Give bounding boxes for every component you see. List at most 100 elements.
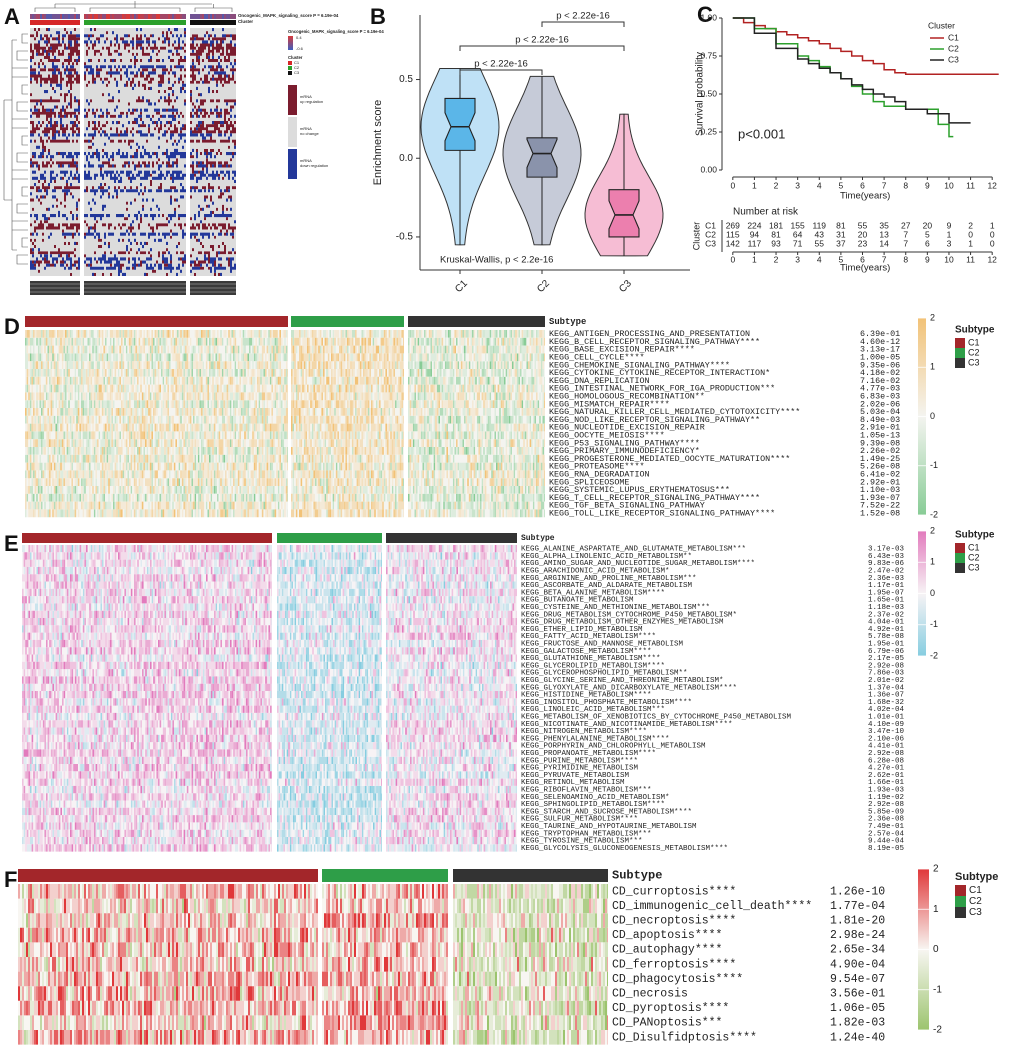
legend-title: Cluster [928, 20, 955, 30]
risk-x-tick-label: 5 [839, 254, 844, 264]
annotation-name: Subtype [549, 317, 586, 327]
row-p-value: 9.39e-08 [860, 438, 900, 448]
heatmap-cells [22, 545, 516, 852]
legend-swatch [955, 543, 965, 553]
row-label: KEGG_SELENOAMINO_ACID_METABOLISM* [521, 794, 670, 802]
row-label: KEGG_METABOLISM_OF_XENOBIOTICS_BY_CYTOCH… [521, 714, 792, 722]
risk-row-name: C2 [705, 229, 716, 239]
row-label: KEGG_PROPANOATE_METABOLISM**** [521, 750, 656, 758]
row-label: KEGG_CYSTEINE_AND_METHIONINE_METABOLISM*… [521, 604, 710, 612]
row-label: KEGG_GLYCEROPHOSPHOLIPID_METABOLISM** [521, 670, 688, 678]
x-tick-label: C1 [453, 278, 470, 295]
risk-count: 6 [925, 238, 930, 248]
survival-curve [732, 17, 954, 138]
legend-label: C1 [969, 885, 982, 896]
row-p-value: 5.85e-09 [868, 808, 904, 816]
risk-count: 20 [923, 220, 933, 230]
row-label: KEGG_FATTY_ACID_METABOLISM**** [521, 633, 656, 641]
row-label: KEGG_GLYCEROLIPID_METABOLISM**** [521, 662, 665, 670]
row-p-value: 5.03e-04 [860, 407, 900, 417]
y-tick-label: 0.00 [700, 164, 717, 174]
row-p-value: 2.92e-08 [868, 750, 904, 758]
row-p-value: 6.28e-08 [868, 757, 904, 765]
score-colorbar [288, 36, 293, 50]
x-tick-label: 1 [752, 180, 757, 190]
row-p-value: 1.06e-05 [830, 1002, 885, 1015]
risk-x-tick-label: 9 [925, 254, 930, 264]
legend-swatch [288, 66, 292, 70]
row-label: KEGG_GLYOXYLATE_AND_DICARBOXYLATE_METABO… [521, 684, 737, 692]
colorbar-tick-label: -1 [930, 619, 938, 629]
risk-count: 142 [726, 238, 740, 248]
risk-x-tick-label: 4 [817, 254, 822, 264]
x-tick-label: 10 [944, 180, 954, 190]
heatmap-cells [22, 545, 517, 852]
row-label: KEGG_NOD_LIKE_RECEPTOR_SIGNALING_PATHWAY… [549, 415, 760, 425]
x-tick-label: 12 [987, 180, 997, 190]
row-p-value: 1.82e-03 [830, 1017, 885, 1030]
row-label: KEGG_TRYPTOPHAN_METABOLISM*** [521, 830, 652, 838]
row-p-value: 1.49e-25 [860, 454, 900, 464]
row-label: KEGG_B_CELL_RECEPTOR_SIGNALING_PATHWAY**… [549, 337, 760, 347]
heatmap-cells [18, 884, 608, 1045]
row-label: KEGG_PROGESTERONE_MEDIATED_OOCYTE_MATURA… [549, 454, 790, 464]
risk-count: 1 [968, 238, 973, 248]
risk-count: 27 [901, 220, 911, 230]
row-p-value: 2.91e-01 [860, 423, 900, 433]
x-tick-label: 7 [882, 180, 887, 190]
row-p-value: 1.17e-01 [868, 582, 905, 590]
score-bar [84, 14, 180, 19]
panel-label: B [370, 4, 386, 29]
subtype-bar [291, 316, 404, 327]
score-bar [32, 14, 230, 19]
annotation-title: Oncogenic_MAPK_signaling_score P = 6.19e… [238, 13, 339, 18]
row-p-value: 1.05e-13 [860, 431, 900, 441]
row-label: KEGG_HOMOLOGOUS_RECOMBINATION** [549, 392, 705, 402]
row-label: KEGG_BASE_EXCISION_REPAIR**** [549, 345, 695, 355]
legend-label: C3 [968, 357, 980, 367]
colorbar-tick-label: 0 [933, 944, 939, 955]
row-label: KEGG_T_CELL_RECEPTOR_SIGNALING_PATHWAY**… [549, 493, 760, 503]
risk-count: 71 [793, 238, 803, 248]
panel-label: A [4, 4, 20, 29]
row-p-value: 2.92e-08 [868, 662, 904, 670]
row-label: KEGG_PURINE_METABOLISM**** [521, 757, 638, 765]
row-label: KEGG_RNA_DEGRADATION [549, 470, 650, 480]
row-label: CD_pyroptosis**** [612, 1002, 729, 1015]
row-label: KEGG_INTESTINAL_NETWORK_FOR_IGA_PRODUCTI… [549, 384, 775, 394]
state-label: mRNA [300, 126, 312, 131]
legend-label: C1 [968, 542, 980, 552]
row-p-value: 4.10e-09 [868, 721, 904, 729]
row-label: CD_autophagy**** [612, 944, 722, 957]
row-p-value: 1.93e-07 [860, 493, 900, 503]
score-bar [40, 14, 224, 19]
heatmap-cells [18, 884, 608, 1045]
row-p-value: 6.79e-06 [868, 648, 905, 656]
row-p-value: 1.10e-03 [860, 485, 900, 495]
annotation: p<0.001 [738, 126, 785, 141]
panel-label: F [4, 867, 17, 892]
risk-count: 0 [968, 229, 973, 239]
row-p-value: 7.49e-01 [868, 823, 905, 831]
risk-x-tick-label: 2 [774, 254, 779, 264]
risk-title: Number at risk [733, 207, 799, 218]
risk-count: 55 [858, 220, 868, 230]
row-label: CD_immunogenic_cell_death**** [612, 900, 812, 913]
row-label: CD_curroptosis**** [612, 885, 736, 898]
y-tick-label: 1.00 [700, 12, 717, 22]
row-p-value: 6.43e-03 [868, 553, 905, 561]
row-p-value: 1.37e-04 [868, 684, 905, 692]
row-p-value: 2.92e-01 [860, 477, 900, 487]
row-p-value: 2.02e-06 [860, 399, 900, 409]
risk-ylabel: Cluster [691, 222, 701, 251]
row-p-value: 2.10e-06 [868, 735, 905, 743]
row-label: CD_necrosis [612, 988, 688, 1001]
y-tick-label: 0.50 [700, 88, 717, 98]
row-p-value: 6.39e-01 [860, 329, 900, 339]
risk-x-tick-label: 11 [966, 254, 975, 264]
row-label: KEGG_GLYCOLYSIS_GLUCONEOGENESIS_METABOLI… [521, 845, 728, 853]
x-tick-label: 4 [817, 180, 822, 190]
row-p-value: 1.18e-03 [868, 604, 905, 612]
row-label: KEGG_MISMATCH_REPAIR**** [549, 399, 670, 409]
heatmap-cells [25, 330, 545, 518]
